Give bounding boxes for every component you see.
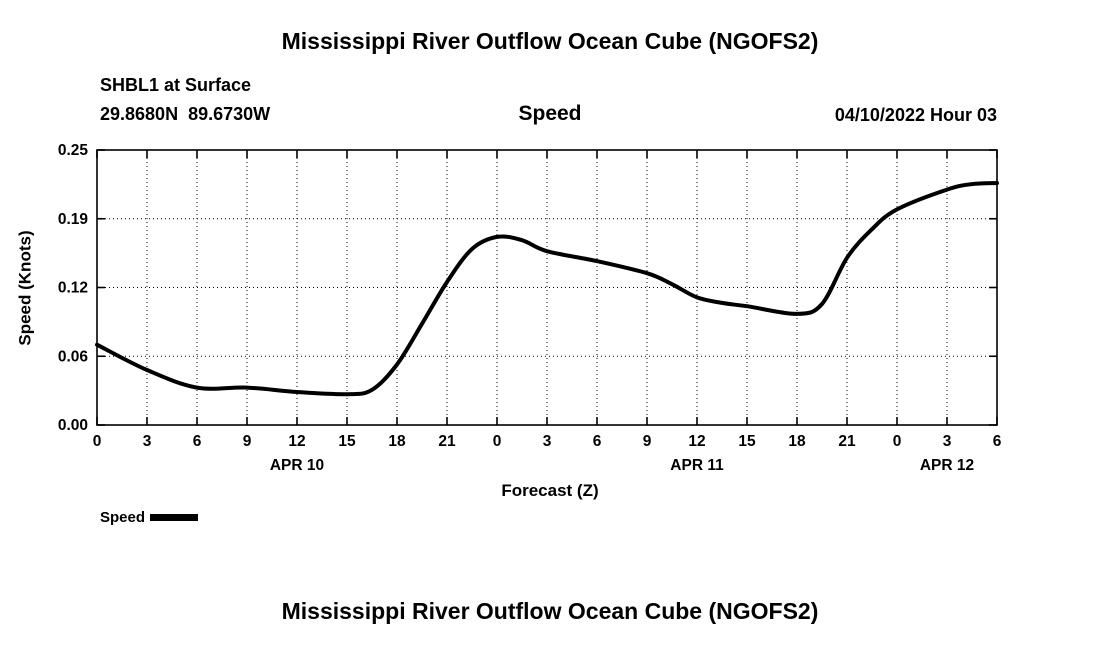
svg-text:9: 9	[243, 433, 252, 450]
svg-text:APR 11: APR 11	[670, 457, 724, 474]
svg-text:0.12: 0.12	[58, 280, 88, 297]
svg-text:6: 6	[993, 433, 1002, 450]
svg-text:12: 12	[688, 433, 705, 450]
svg-text:6: 6	[193, 433, 202, 450]
station-label: SHBL1 at Surface	[100, 75, 252, 95]
grid-lines	[97, 150, 997, 425]
svg-text:3: 3	[143, 433, 152, 450]
svg-text:0.00: 0.00	[58, 417, 88, 434]
axis-tick-labels: 0 3 6 9 12 15 18 21 0 3 6 9 12 15 18 21 0 3 6 0.00 0.06 0.12 0…	[58, 142, 1002, 450]
x-axis-label: Forecast (Z)	[501, 481, 599, 500]
svg-text:0.25: 0.25	[58, 142, 89, 159]
svg-text:15: 15	[338, 433, 356, 450]
svg-text:3: 3	[543, 433, 552, 450]
svg-text:21: 21	[438, 433, 456, 450]
svg-text:0.19: 0.19	[58, 211, 89, 228]
svg-text:6: 6	[593, 433, 602, 450]
svg-text:21: 21	[838, 433, 856, 450]
date-labels: APR 10 APR 11 APR 12	[270, 457, 974, 474]
axis-ticks	[96, 149, 998, 426]
legend-swatch	[150, 514, 199, 521]
svg-text:3: 3	[943, 433, 952, 450]
series-line-speed	[95, 181, 999, 397]
coords-label: 29.8680N 89.6730W	[100, 104, 271, 124]
footer-title: Mississippi River Outflow Ocean Cube (NG…	[281, 598, 819, 624]
svg-text:0: 0	[493, 433, 502, 450]
svg-text:15: 15	[738, 433, 756, 450]
svg-text:18: 18	[788, 433, 806, 450]
svg-text:0: 0	[893, 433, 902, 450]
svg-text:0: 0	[93, 433, 102, 450]
legend: Speed	[100, 509, 199, 526]
chart-title: Mississippi River Outflow Ocean Cube (NG…	[281, 28, 819, 54]
svg-text:18: 18	[388, 433, 406, 450]
svg-text:APR 12: APR 12	[920, 457, 974, 474]
svg-text:12: 12	[288, 433, 305, 450]
panel-title: Speed	[518, 102, 582, 125]
svg-text:APR 10: APR 10	[270, 457, 324, 474]
svg-text:0.06: 0.06	[58, 348, 89, 365]
legend-label: Speed	[100, 509, 146, 526]
timestamp-label: 04/10/2022 Hour 03	[834, 105, 997, 125]
svg-text:9: 9	[643, 433, 652, 450]
